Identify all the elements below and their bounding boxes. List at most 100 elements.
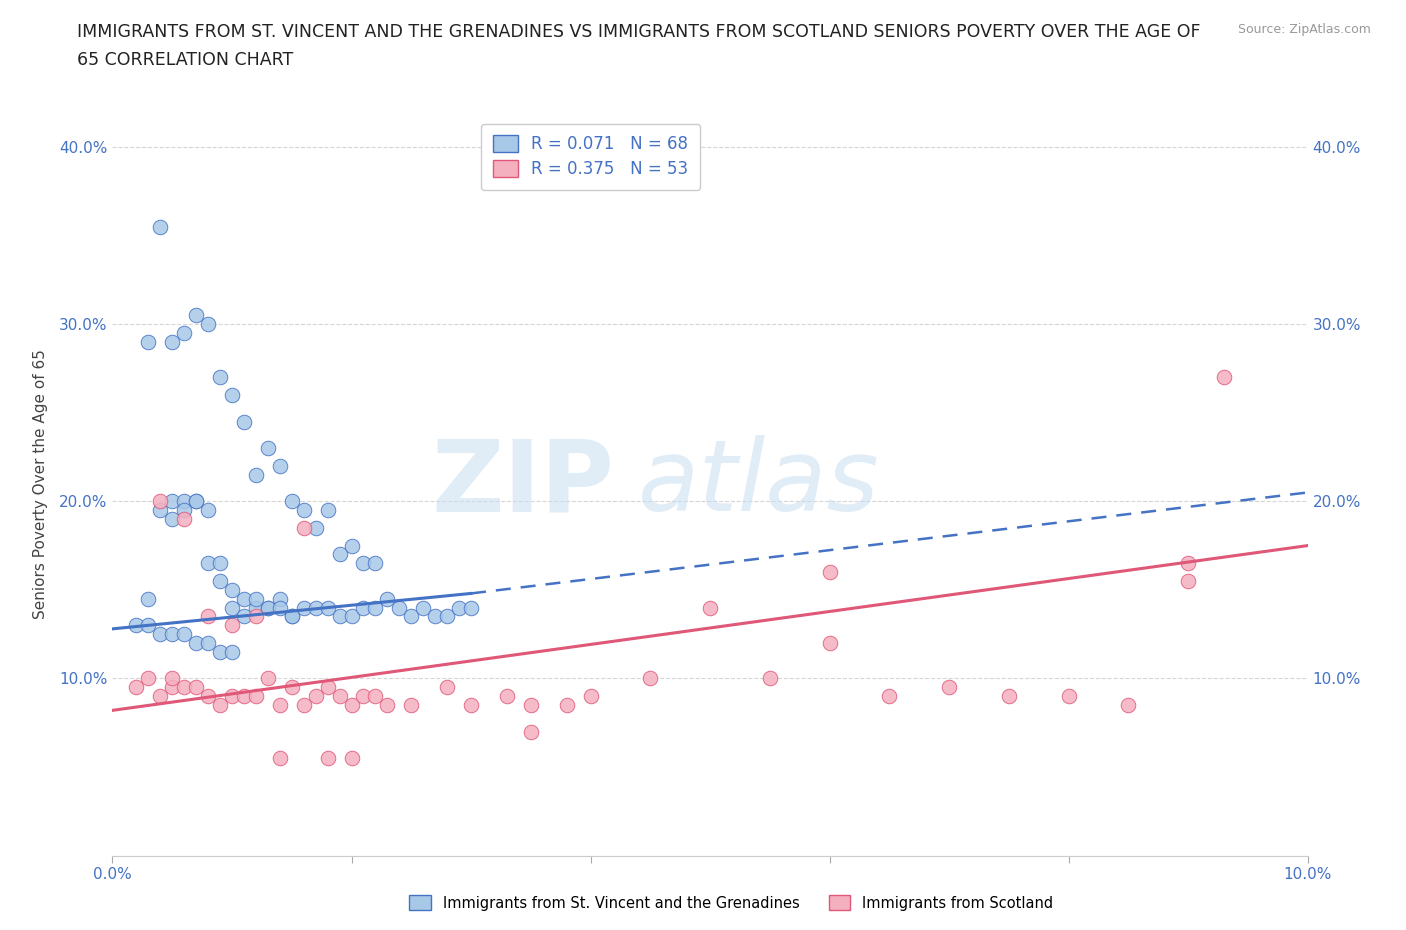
Point [257,671,280,686]
Point [221,388,243,403]
Point [364,689,387,704]
Point [520,698,543,712]
Point [364,556,387,571]
Point [257,600,280,615]
Point [269,600,291,615]
Point [197,503,219,518]
Point [292,503,315,518]
Point [173,494,195,509]
Point [425,609,447,624]
Point [292,698,315,712]
Point [281,609,304,624]
Point [149,503,172,518]
Point [699,600,721,615]
Point [364,600,387,615]
Point [460,698,482,712]
Point [353,689,375,704]
Point [1213,370,1236,385]
Point [329,609,352,624]
Point [388,600,411,615]
Point [197,609,219,624]
Point [162,627,183,642]
Point [209,644,232,659]
Point [305,600,328,615]
Point [221,618,243,632]
Point [269,751,291,765]
Point [186,494,208,509]
Point [197,317,219,332]
Point [340,538,363,553]
Point [186,494,208,509]
Point [436,609,458,624]
Point [125,680,148,695]
Point [138,618,160,632]
Point [269,698,291,712]
Point [149,219,172,234]
Point [316,503,339,518]
Legend: R = 0.071   N = 68, R = 0.375   N = 53: R = 0.071 N = 68, R = 0.375 N = 53 [481,124,700,190]
Point [316,680,339,695]
Point [173,680,195,695]
Point [377,591,399,606]
Point [353,556,375,571]
Point [998,689,1021,704]
Point [173,326,195,340]
Point [818,565,841,579]
Point [209,556,232,571]
Point [1177,574,1199,589]
Point [221,582,243,597]
Point [162,680,183,695]
Point [138,671,160,686]
Y-axis label: Seniors Poverty Over the Age of 65: Seniors Poverty Over the Age of 65 [32,349,48,618]
Point [340,751,363,765]
Point [209,574,232,589]
Point [879,689,901,704]
Point [353,600,375,615]
Point [233,689,256,704]
Point [197,689,219,704]
Point [209,698,232,712]
Text: atlas: atlas [638,435,880,532]
Legend: Immigrants from St. Vincent and the Grenadines, Immigrants from Scotland: Immigrants from St. Vincent and the Gren… [402,888,1060,918]
Point [316,600,339,615]
Point [197,556,219,571]
Point [245,689,267,704]
Point [186,680,208,695]
Point [233,414,256,429]
Point [221,644,243,659]
Text: IMMIGRANTS FROM ST. VINCENT AND THE GRENADINES VS IMMIGRANTS FROM SCOTLAND SENIO: IMMIGRANTS FROM ST. VINCENT AND THE GREN… [77,23,1201,41]
Point [138,591,160,606]
Point [340,698,363,712]
Point [173,627,195,642]
Point [162,494,183,509]
Point [460,600,482,615]
Point [938,680,960,695]
Point [305,689,328,704]
Point [149,494,172,509]
Point [162,671,183,686]
Point [186,308,208,323]
Point [138,335,160,350]
Point [579,689,602,704]
Point [640,671,662,686]
Point [292,521,315,536]
Point [555,698,578,712]
Point [197,635,219,650]
Point [281,609,304,624]
Point [245,600,267,615]
Point [377,698,399,712]
Point [496,689,519,704]
Point [316,751,339,765]
Point [245,609,267,624]
Point [149,627,172,642]
Point [281,680,304,695]
Point [209,370,232,385]
Point [233,609,256,624]
Point [329,547,352,562]
Point [125,618,148,632]
Point [221,600,243,615]
Point [818,635,841,650]
Point [292,600,315,615]
Point [162,335,183,350]
Point [401,609,423,624]
